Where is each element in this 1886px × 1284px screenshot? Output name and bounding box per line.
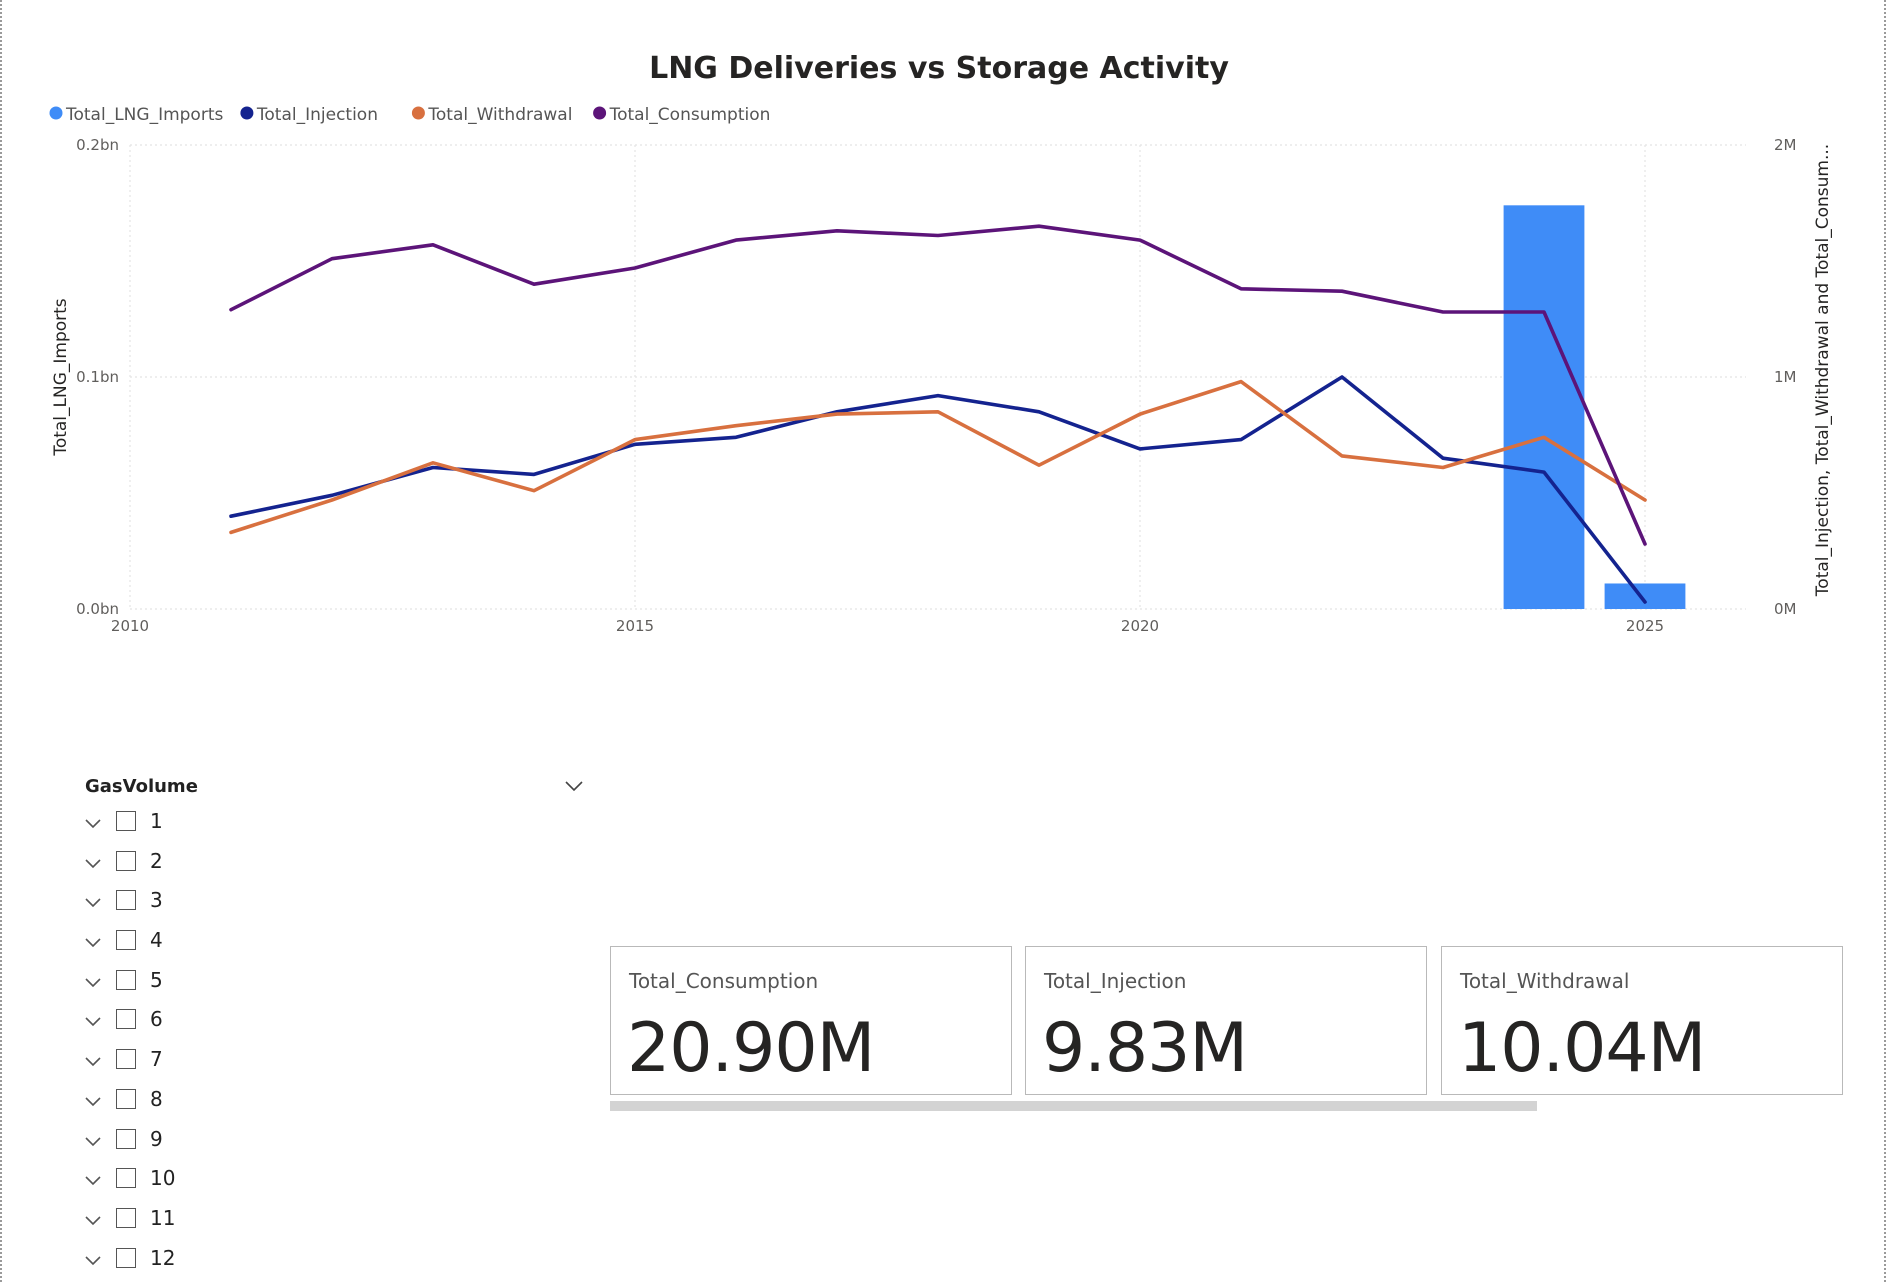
y-left-tick-label: 0.2bn xyxy=(76,136,119,154)
slicer-item-label: 11 xyxy=(150,1205,176,1230)
x-tick-label: 2025 xyxy=(1626,617,1664,635)
chevron-down-icon[interactable] xyxy=(82,812,104,834)
slicer-item[interactable]: 1 xyxy=(82,808,282,848)
slicer-list: 1 2 3 4 5 6 7 8 9 10 11 12 xyxy=(82,808,282,1284)
slicer-header: GasVolume xyxy=(62,770,592,804)
legend-label: Total_Consumption xyxy=(609,105,771,125)
slicer-item[interactable]: 9 xyxy=(82,1126,282,1166)
slicer-title: GasVolume xyxy=(85,776,198,797)
chevron-down-icon[interactable] xyxy=(82,931,104,953)
horizontal-scrollbar[interactable] xyxy=(610,1101,1537,1111)
checkbox[interactable] xyxy=(116,1009,136,1030)
slicer-item-label: 12 xyxy=(150,1245,176,1270)
checkbox[interactable] xyxy=(116,1088,136,1109)
checkbox[interactable] xyxy=(116,890,136,911)
lng-imports-bar xyxy=(1503,205,1585,609)
y-right-tick-label: 2M xyxy=(1774,136,1797,154)
series-line-total-consumption xyxy=(229,224,1647,546)
gasvolume-slicer: GasVolume 1 2 3 4 5 6 7 8 9 10 11 12 xyxy=(62,770,592,1270)
kpi-label: Total_Injection xyxy=(1044,969,1187,993)
x-tick-label: 2015 xyxy=(616,617,654,635)
chart-legend: Total_LNG_Imports Total_Injection Total_Wi… xyxy=(49,105,771,125)
kpi-label: Total_Withdrawal xyxy=(1460,969,1630,993)
slicer-item-label: 5 xyxy=(150,967,163,992)
legend-marker xyxy=(593,106,607,120)
combo-chart[interactable]: LNG Deliveries vs Storage Activity Total… xyxy=(2,0,1886,700)
legend-marker xyxy=(49,106,63,120)
legend-label: Total_LNG_Imports xyxy=(65,105,223,125)
y-right-axis-title: Total_Injection, Total_Withdrawal and To… xyxy=(1813,144,1833,597)
slicer-item-label: 2 xyxy=(150,848,163,873)
series-line-total-withdrawal xyxy=(229,379,1647,535)
slicer-item-label: 3 xyxy=(150,888,163,913)
legend-label: Total_Injection xyxy=(256,105,378,125)
slicer-item[interactable]: 5 xyxy=(82,967,282,1007)
chevron-down-icon[interactable] xyxy=(82,1169,104,1191)
chevron-down-icon[interactable] xyxy=(562,774,586,798)
x-tick-label: 2020 xyxy=(1121,617,1159,635)
checkbox[interactable] xyxy=(116,930,136,951)
slicer-item[interactable]: 2 xyxy=(82,848,282,888)
checkbox[interactable] xyxy=(116,811,136,831)
kpi-value: 9.83M xyxy=(1042,1009,1248,1088)
slicer-item[interactable]: 3 xyxy=(82,887,282,927)
series-line-total-injection xyxy=(229,375,1647,604)
slicer-item[interactable]: 11 xyxy=(82,1205,282,1245)
slicer-item-label: 9 xyxy=(150,1126,163,1151)
slicer-item-label: 8 xyxy=(150,1086,163,1111)
checkbox[interactable] xyxy=(116,1207,136,1228)
lng-imports-bars xyxy=(1503,205,1686,609)
kpi-card-consumption[interactable]: Total_Consumption 20.90M xyxy=(610,946,1012,1095)
checkbox[interactable] xyxy=(116,969,136,990)
chevron-down-icon[interactable] xyxy=(82,1090,104,1112)
checkbox[interactable] xyxy=(116,850,136,871)
chart-title: LNG Deliveries vs Storage Activity xyxy=(649,51,1229,86)
checkbox[interactable] xyxy=(116,1168,136,1189)
slicer-item-label: 10 xyxy=(150,1166,176,1191)
y-left-axis-title: Total_LNG_Imports xyxy=(51,298,71,456)
chevron-down-icon[interactable] xyxy=(82,1209,104,1231)
legend-marker xyxy=(411,106,425,120)
slicer-item[interactable]: 7 xyxy=(82,1046,282,1086)
legend-label: Total_Withdrawal xyxy=(427,105,572,125)
chevron-down-icon[interactable] xyxy=(82,1010,104,1032)
x-tick-label: 2010 xyxy=(111,617,149,635)
lng-imports-bar xyxy=(1604,583,1686,609)
slicer-item-label: 1 xyxy=(150,809,163,833)
slicer-item-label: 4 xyxy=(150,928,163,953)
chevron-down-icon[interactable] xyxy=(82,971,104,993)
y-right-tick-label: 0M xyxy=(1774,600,1797,618)
legend-marker xyxy=(240,106,254,120)
chevron-down-icon[interactable] xyxy=(82,1130,104,1152)
kpi-value: 10.04M xyxy=(1458,1009,1706,1088)
slicer-item[interactable]: 10 xyxy=(82,1165,282,1205)
chevron-down-icon[interactable] xyxy=(82,1050,104,1072)
slicer-item[interactable]: 4 xyxy=(82,927,282,967)
checkbox[interactable] xyxy=(116,1128,136,1149)
y-left-tick-label: 0.0bn xyxy=(76,600,119,618)
slicer-item[interactable]: 12 xyxy=(82,1245,282,1284)
slicer-item-label: 7 xyxy=(150,1047,163,1072)
y-right-tick-label: 1M xyxy=(1774,368,1797,386)
slicer-item[interactable]: 6 xyxy=(82,1006,282,1046)
checkbox[interactable] xyxy=(116,1247,136,1268)
kpi-card-withdrawal[interactable]: Total_Withdrawal 10.04M xyxy=(1441,946,1843,1095)
y-left-tick-label: 0.1bn xyxy=(76,368,119,386)
checkbox[interactable] xyxy=(116,1049,136,1070)
kpi-label: Total_Consumption xyxy=(629,969,819,993)
slicer-item-label: 6 xyxy=(150,1007,163,1032)
chevron-down-icon[interactable] xyxy=(82,852,104,874)
slicer-item[interactable]: 8 xyxy=(82,1086,282,1126)
chevron-down-icon[interactable] xyxy=(82,891,104,913)
series-lines xyxy=(229,224,1647,604)
chart-axes: 0.0bn 0.1bn 0.2bn 0M 1M 2M 2010 2015 2020 2025 Tot… xyxy=(51,136,1833,635)
kpi-card-injection[interactable]: Total_Injection 9.83M xyxy=(1025,946,1427,1095)
kpi-value: 20.90M xyxy=(627,1009,875,1088)
chart-gridlines xyxy=(129,144,1746,610)
chevron-down-icon[interactable] xyxy=(82,1249,104,1271)
